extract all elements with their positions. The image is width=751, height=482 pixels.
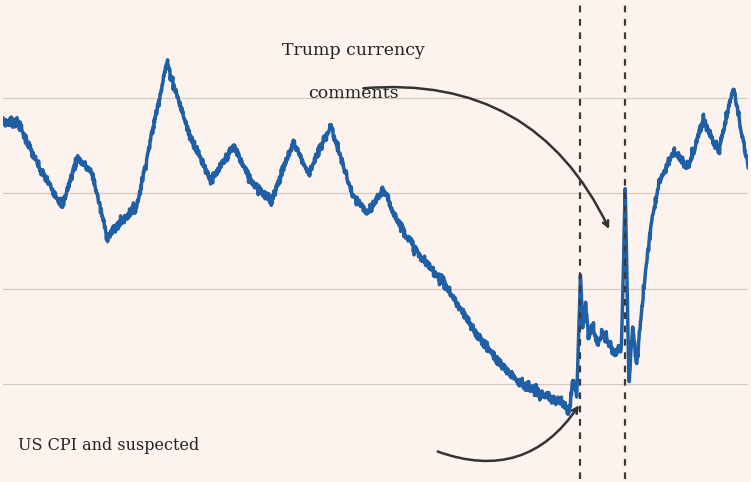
Text: comments: comments [308, 85, 399, 102]
Text: US CPI and suspected: US CPI and suspected [18, 437, 199, 455]
Text: Trump currency: Trump currency [282, 42, 424, 59]
